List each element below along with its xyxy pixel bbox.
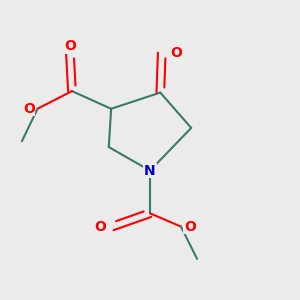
Text: O: O [171, 46, 182, 60]
Text: N: N [144, 164, 156, 178]
Text: O: O [94, 220, 106, 234]
Text: O: O [64, 39, 76, 53]
Text: O: O [23, 102, 34, 116]
Text: O: O [184, 220, 196, 234]
